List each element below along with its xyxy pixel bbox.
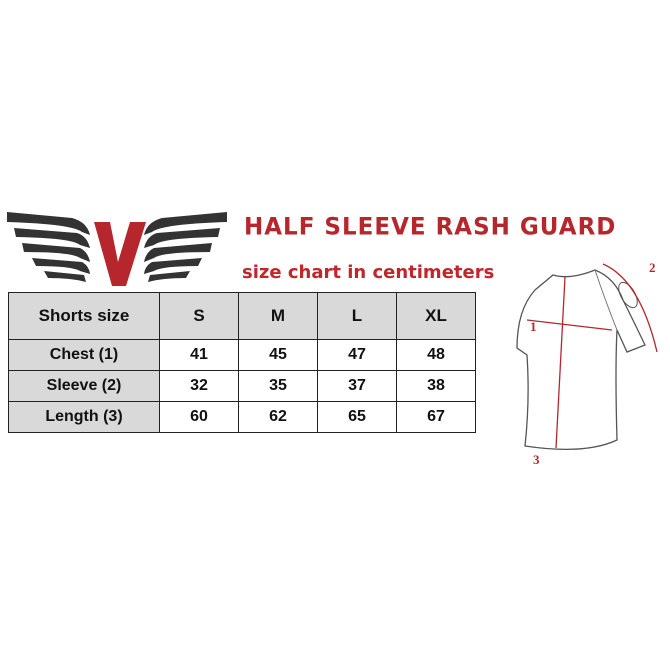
- table-row: Length (3) 60 62 65 67: [8, 401, 476, 433]
- table-cell: 41: [159, 339, 239, 371]
- rash-guard-diagram: 1 2 3: [516, 260, 658, 467]
- row-label: Chest (1): [8, 339, 160, 371]
- table-cell: 67: [396, 401, 476, 433]
- table-cell: 32: [159, 370, 239, 402]
- table-cell: 65: [317, 401, 397, 433]
- table-cell: 37: [317, 370, 397, 402]
- length-marker: 3: [533, 452, 540, 467]
- header-cell: L: [317, 292, 397, 340]
- page-subtitle: size chart in centimeters: [242, 262, 495, 283]
- table-header-row: Shorts size S M L XL: [8, 292, 476, 340]
- table-cell: 60: [159, 401, 239, 433]
- row-label: Length (3): [8, 401, 160, 433]
- page-title: HALF SLEEVE RASH GUARD: [244, 213, 617, 241]
- header-cell: Shorts size: [8, 292, 160, 340]
- chest-marker: 1: [530, 319, 537, 334]
- table-row: Chest (1) 41 45 47 48: [8, 339, 476, 371]
- table-cell: 47: [317, 339, 397, 371]
- header-cell: XL: [396, 292, 476, 340]
- table-row: Sleeve (2) 32 35 37 38: [8, 370, 476, 402]
- header-cell: M: [238, 292, 318, 340]
- header-cell: S: [159, 292, 239, 340]
- table-cell: 48: [396, 339, 476, 371]
- table-cell: 38: [396, 370, 476, 402]
- brand-logo: [7, 212, 227, 286]
- size-chart-table: Shorts size S M L XL Chest (1) 41 45 47 …: [8, 292, 476, 433]
- row-label: Sleeve (2): [8, 370, 160, 402]
- table-cell: 35: [238, 370, 318, 402]
- table-cell: 45: [238, 339, 318, 371]
- sleeve-marker: 2: [649, 260, 656, 275]
- table-cell: 62: [238, 401, 318, 433]
